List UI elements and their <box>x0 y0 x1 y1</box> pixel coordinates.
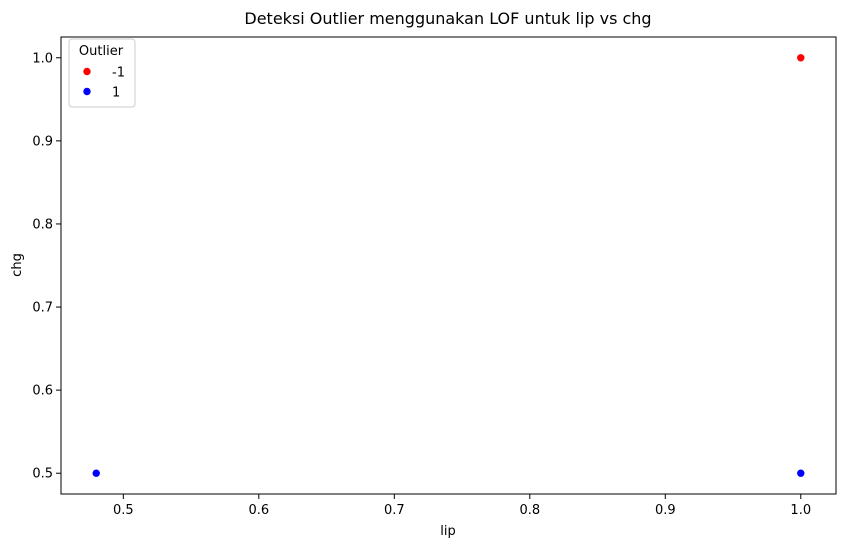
y-tick-label: 1.0 <box>32 51 53 66</box>
y-tick-label: 0.7 <box>32 301 53 316</box>
y-axis-label: chg <box>10 253 25 277</box>
x-tick-label: 0.6 <box>248 503 269 518</box>
legend-marker <box>82 67 92 76</box>
legend-entry-label: -1 <box>112 66 125 81</box>
legend-entry-label: 1 <box>112 86 120 101</box>
plot-area <box>60 36 837 495</box>
x-tick-label: 0.7 <box>384 503 405 518</box>
x-tick-label: 0.5 <box>113 503 134 518</box>
x-axis-ticks: 0.5 0.6 0.7 0.8 0.9 1.0 <box>113 494 811 518</box>
x-tick-label: 0.8 <box>519 503 540 518</box>
data-point-series-0 <box>796 53 806 63</box>
y-axis-ticks: 0.5 0.6 0.7 0.8 0.9 1.0 <box>32 51 61 482</box>
y-tick-label: 0.9 <box>32 134 53 149</box>
data-point-series-1 <box>91 468 101 478</box>
chart-title: Deteksi Outlier menggunakan LOF untuk li… <box>244 9 651 28</box>
data-points <box>91 53 806 478</box>
x-tick-label: 1.0 <box>790 503 811 518</box>
legend: Outlier -1 1 <box>68 38 136 108</box>
x-axis-label: lip <box>440 524 455 539</box>
data-point-series-1 <box>796 468 806 478</box>
y-tick-label: 0.5 <box>32 467 53 482</box>
y-tick-label: 0.6 <box>32 384 53 399</box>
x-tick-label: 0.9 <box>655 503 676 518</box>
legend-marker <box>82 87 92 96</box>
legend-title: Outlier <box>79 44 124 59</box>
y-tick-label: 0.8 <box>32 217 53 232</box>
